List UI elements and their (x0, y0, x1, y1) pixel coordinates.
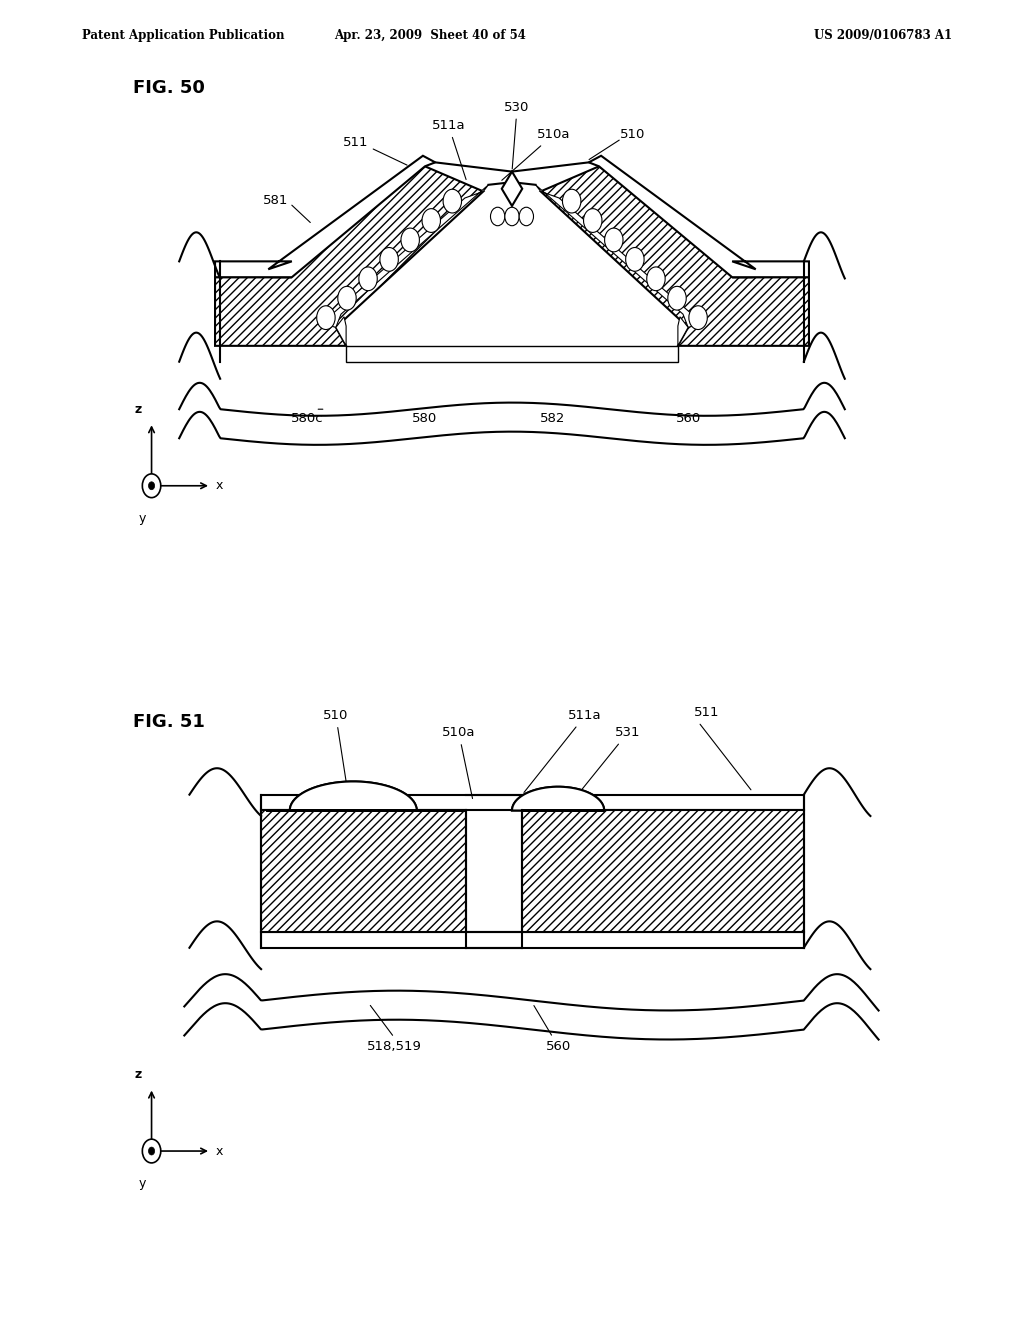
Polygon shape (336, 317, 346, 346)
Text: z: z (134, 1068, 141, 1081)
Circle shape (142, 1139, 161, 1163)
Circle shape (626, 248, 644, 272)
Text: FIG. 50: FIG. 50 (133, 79, 205, 98)
Polygon shape (215, 166, 483, 346)
Text: 511: 511 (343, 136, 369, 149)
Text: 531: 531 (575, 726, 640, 797)
Text: 580: 580 (413, 412, 437, 425)
Text: Patent Application Publication: Patent Application Publication (82, 29, 285, 42)
Polygon shape (261, 795, 804, 810)
Circle shape (604, 228, 623, 252)
Text: y: y (138, 1177, 145, 1191)
Text: US 2009/0106783 A1: US 2009/0106783 A1 (814, 29, 952, 42)
Polygon shape (522, 810, 804, 932)
Circle shape (316, 306, 335, 330)
Polygon shape (678, 317, 688, 346)
Circle shape (338, 286, 356, 310)
Circle shape (142, 474, 161, 498)
Circle shape (422, 209, 440, 232)
Polygon shape (322, 185, 488, 327)
Circle shape (668, 286, 686, 310)
Text: Apr. 23, 2009  Sheet 40 of 54: Apr. 23, 2009 Sheet 40 of 54 (334, 29, 526, 42)
Circle shape (689, 306, 708, 330)
Polygon shape (261, 932, 804, 948)
Text: 510: 510 (620, 128, 645, 141)
Text: 510a: 510a (442, 726, 475, 799)
Circle shape (148, 1147, 155, 1155)
Text: 511a: 511a (524, 709, 602, 792)
Polygon shape (541, 166, 809, 346)
Text: 581: 581 (263, 194, 289, 207)
Text: 582: 582 (541, 412, 565, 425)
Text: 510a: 510a (502, 128, 570, 181)
Text: 530: 530 (505, 100, 529, 169)
Text: 580c: 580c (291, 412, 324, 425)
Circle shape (647, 267, 666, 290)
Polygon shape (215, 156, 435, 277)
Circle shape (443, 189, 462, 213)
Text: x: x (216, 1144, 223, 1158)
Circle shape (148, 482, 155, 490)
Text: z: z (134, 403, 141, 416)
Text: 511: 511 (694, 706, 720, 719)
Circle shape (562, 189, 581, 213)
Circle shape (490, 207, 505, 226)
Polygon shape (266, 781, 466, 810)
Polygon shape (512, 787, 604, 810)
Circle shape (401, 228, 420, 252)
Polygon shape (266, 781, 466, 810)
Polygon shape (502, 172, 522, 206)
Polygon shape (589, 156, 809, 277)
Polygon shape (536, 185, 702, 327)
Text: y: y (138, 512, 145, 525)
Text: 560: 560 (546, 1040, 570, 1053)
Text: 510: 510 (324, 709, 348, 792)
Text: 518,519: 518,519 (367, 1040, 422, 1053)
Circle shape (505, 207, 519, 226)
Circle shape (519, 207, 534, 226)
Text: x: x (216, 479, 223, 492)
Polygon shape (261, 810, 466, 932)
Text: 511a: 511a (432, 119, 466, 180)
Circle shape (584, 209, 602, 232)
Text: 560: 560 (676, 412, 700, 425)
Text: FIG. 51: FIG. 51 (133, 713, 205, 731)
Circle shape (380, 248, 398, 272)
Circle shape (358, 267, 377, 290)
Polygon shape (346, 346, 678, 362)
Polygon shape (512, 787, 604, 810)
